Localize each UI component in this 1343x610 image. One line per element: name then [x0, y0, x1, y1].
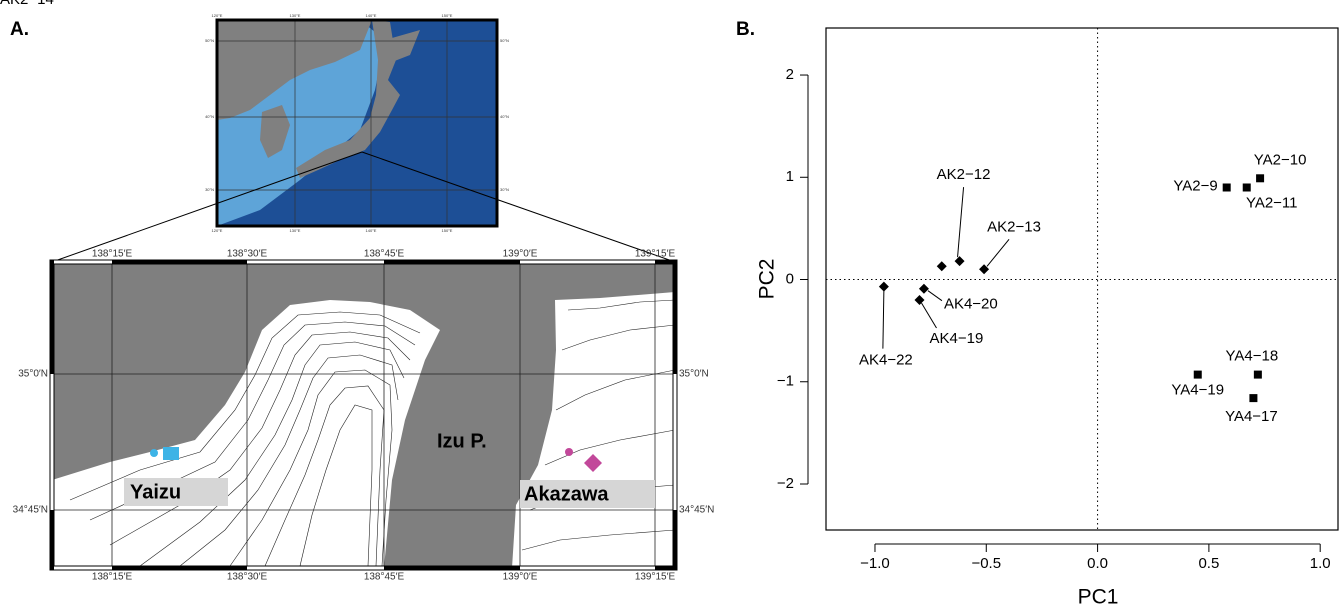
y-tick-label: 2: [786, 66, 794, 83]
inset-tick: 120°E: [212, 13, 223, 18]
map-tick: 34°45′N: [13, 505, 48, 516]
map-tick: 139°0′E: [503, 249, 538, 260]
point: [919, 284, 929, 294]
point-label: AK4−20: [944, 296, 998, 313]
map-tick: 138°30′E: [227, 572, 268, 583]
leader-line: [928, 291, 942, 301]
inset-tick: 50°N: [500, 38, 509, 43]
point-label: AK4−19: [929, 330, 983, 347]
place-label: Yaizu: [130, 481, 181, 503]
map-tick: 138°45′E: [364, 572, 405, 583]
x-tick-label: −1.0: [860, 555, 890, 572]
site-marker: [150, 449, 158, 457]
x-tick-label: 0.0: [1087, 555, 1108, 572]
map-tick: 138°15′E: [92, 249, 133, 260]
inset-tick: 30°N: [500, 187, 509, 192]
place-label: Izu P.: [437, 430, 487, 452]
map-tick: 139°15′E: [635, 249, 676, 260]
inset-tick: 150°E: [442, 228, 453, 233]
point-label: AK2−13: [987, 218, 1041, 235]
y-axis-label: PC2: [756, 259, 779, 300]
point: [1249, 394, 1257, 402]
point-label: AK4−22: [859, 352, 913, 369]
panel-label: B.: [736, 19, 755, 40]
point-label: AK2−12: [937, 166, 991, 183]
map-tick: 138°30′E: [227, 249, 268, 260]
point-label: YA2−11: [1246, 194, 1298, 211]
y-tick-label: −2: [777, 475, 794, 492]
point: [1256, 174, 1264, 182]
point: [955, 256, 965, 266]
y-tick-label: 0: [786, 270, 794, 287]
figure: A. 120°E 130°E 140°E 150°E 120°E 130°E 1…: [0, 0, 1343, 610]
point-label: YA4−18: [1226, 348, 1279, 365]
point-label: YA4−19: [1171, 382, 1224, 399]
point: [937, 261, 947, 271]
y-tick-label: 1: [786, 168, 794, 185]
map-tick: 139°15′E: [635, 572, 676, 583]
map-tick: 35°0′N: [679, 369, 709, 380]
inset-tick: 140°E: [366, 228, 377, 233]
map-tick: 139°0′E: [503, 572, 538, 583]
point-label: AK2−14: [0, 0, 54, 8]
inset-tick: 50°N: [205, 38, 214, 43]
inset-map: 120°E 130°E 140°E 150°E 120°E 130°E 140°…: [205, 13, 509, 233]
inset-tick: 130°E: [290, 228, 301, 233]
x-tick-label: 1.0: [1310, 555, 1331, 572]
x-axis-label: PC1: [1078, 586, 1119, 609]
leader-line: [883, 291, 884, 349]
leader-line: [958, 187, 964, 257]
point-label: YA4−17: [1225, 408, 1278, 425]
point: [1254, 371, 1262, 379]
inset-tick: 40°N: [205, 114, 214, 119]
inset-tick: 140°E: [366, 13, 377, 18]
inset-tick: 120°E: [212, 228, 223, 233]
place-label: Akazawa: [524, 483, 609, 505]
point-label: YA2−9: [1173, 177, 1217, 194]
map-tick: 138°15′E: [92, 572, 133, 583]
plot-frame: [826, 28, 1338, 530]
y-tick-label: −1: [777, 373, 794, 390]
inset-tick: 150°E: [442, 13, 453, 18]
leader-line: [921, 303, 936, 328]
site-marker: [565, 448, 573, 456]
inset-tick: 130°E: [290, 13, 301, 18]
point: [1243, 183, 1251, 191]
leader-line: [987, 239, 1009, 266]
point-label: YA2−10: [1254, 151, 1307, 168]
map-tick: 34°45′N: [679, 505, 714, 516]
panel-label: A.: [10, 19, 29, 40]
point: [1223, 183, 1231, 191]
inset-tick: 30°N: [205, 187, 214, 192]
inset-tick: 40°N: [500, 114, 509, 119]
map-tick: 35°0′N: [18, 369, 48, 380]
point: [1194, 371, 1202, 379]
detail-map: 138°15′E 138°30′E 138°45′E 139°0′E 139°1…: [13, 249, 715, 583]
x-tick-label: 0.5: [1198, 555, 1219, 572]
map-tick: 138°45′E: [364, 249, 405, 260]
point: [879, 282, 889, 292]
x-tick-label: −0.5: [971, 555, 1001, 572]
point: [914, 295, 924, 305]
site-marker: [163, 447, 179, 460]
